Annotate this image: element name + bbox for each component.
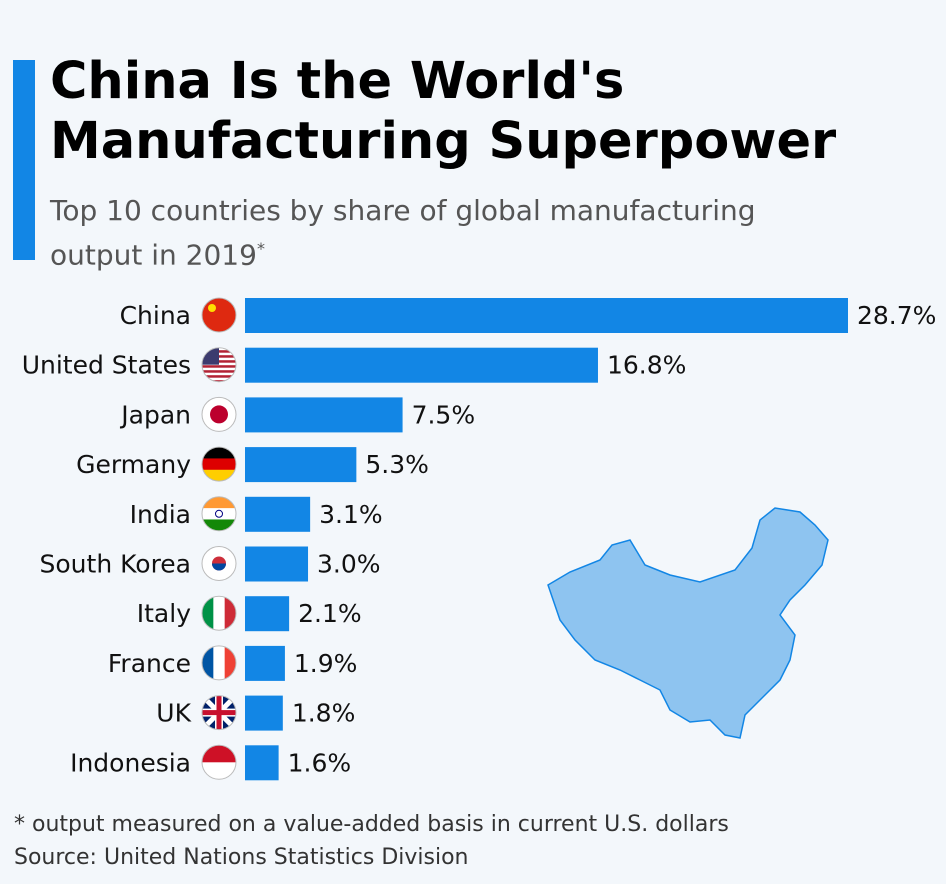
value-label: 1.6% [288,748,352,777]
bar [245,645,285,681]
category-label: India [130,500,191,529]
flag-icon [201,297,237,333]
footnote: * output measured on a value-added basis… [14,812,729,837]
bar [245,397,403,433]
value-label: 7.5% [412,400,476,429]
category-label: Italy [137,599,191,628]
flag-icon [201,396,237,432]
category-label: Germany [76,450,191,479]
bar [245,347,598,383]
flag-icon [201,347,237,383]
bar [245,546,309,582]
category-label: France [108,649,191,678]
flag-icon [201,546,237,581]
value-label: 1.9% [294,649,358,678]
value-label: 3.1% [319,500,383,529]
value-label: 2.1% [298,599,362,628]
bar [245,496,311,532]
category-label: South Korea [40,550,191,579]
bar [245,596,290,632]
category-label: Japan [119,400,191,429]
flag-icon [201,446,237,482]
category-label: China [120,301,191,330]
flag-icon [201,695,237,731]
flag-icon [201,496,237,532]
flag-icon [201,645,237,681]
subtitle-asterisk: * [256,239,265,258]
value-label: 16.8% [607,351,686,380]
category-label: UK [156,699,191,728]
value-label: 5.3% [365,450,429,479]
chart-subtitle: Top 10 countries by share of global manu… [50,192,850,274]
bar [245,745,279,781]
source: Source: United Nations Statistics Divisi… [14,845,469,870]
accent-bar [13,60,35,260]
category-label: Indonesia [70,748,191,777]
value-label: 3.0% [317,550,381,579]
flag-icon [201,744,237,780]
bar [245,298,848,333]
subtitle-text: Top 10 countries by share of global manu… [50,194,756,272]
china-map-illustration [547,507,829,739]
value-label: 28.7% [857,301,936,330]
flag-icon [201,595,237,631]
bar [245,447,357,483]
bar [245,695,283,731]
category-label: United States [22,351,191,380]
chart-title: China Is the World's Manufacturing Super… [50,52,837,171]
value-label: 1.8% [292,699,356,728]
